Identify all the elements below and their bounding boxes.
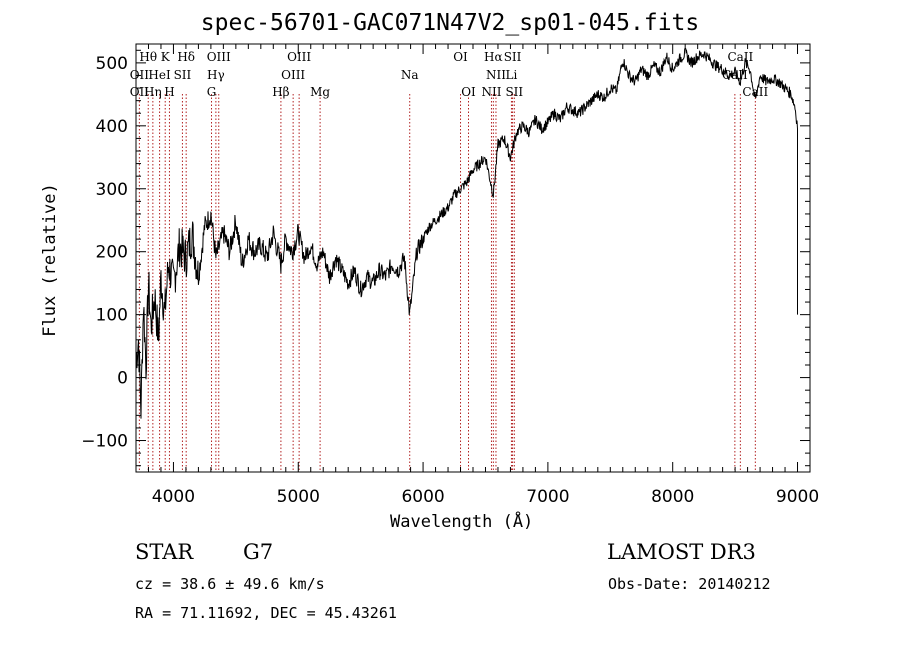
- object-subclass: G7: [243, 540, 274, 564]
- line-label: Na: [401, 68, 419, 82]
- y-tick-label: −100: [81, 432, 128, 452]
- line-label: OIII: [287, 50, 311, 64]
- y-tick-label: 0: [117, 369, 128, 389]
- x-tick-label: 6000: [401, 487, 444, 507]
- cz-value: cz = 38.6 ± 49.6 km/s: [135, 575, 325, 593]
- line-label: G: [207, 85, 217, 99]
- line-label: Hθ: [139, 50, 157, 64]
- line-label: SII: [174, 68, 192, 82]
- line-markers: [138, 94, 756, 472]
- x-tick-label: 7000: [526, 487, 569, 507]
- ra-dec: RA = 71.11692, DEC = 45.43261: [135, 604, 397, 622]
- y-tick-label: 200: [96, 243, 128, 263]
- obs-date: Obs-Date: 20140212: [608, 575, 771, 593]
- line-label: NII: [481, 85, 501, 99]
- chart-title: spec-56701-GAC071N47V2_sp01-045.fits: [200, 10, 700, 36]
- line-label: Mg: [310, 85, 330, 99]
- line-label: Hα: [484, 50, 503, 64]
- survey-name: LAMOST DR3: [607, 540, 756, 564]
- line-label: CaII: [727, 50, 753, 64]
- object-class: STAR: [135, 540, 194, 564]
- line-label: K: [161, 50, 171, 64]
- y-tick-label: 400: [96, 117, 128, 137]
- line-label: OII: [130, 68, 150, 82]
- x-tick-label: 9000: [776, 487, 819, 507]
- line-label: NII: [486, 68, 506, 82]
- line-label: Hβ: [272, 85, 289, 99]
- line-label: Li: [506, 68, 518, 82]
- line-label: Hδ: [177, 50, 195, 64]
- y-tick-label: 500: [96, 54, 128, 74]
- line-label: OIII: [207, 50, 231, 64]
- line-label: H: [164, 85, 174, 99]
- x-axis-label: Wavelength (Å): [390, 512, 534, 532]
- line-label: OI: [461, 85, 476, 99]
- axes: 4000 5000 6000 7000 8000 9000 −100 0 100 200 300 40…: [81, 43, 819, 507]
- x-tick-label: 4000: [152, 487, 195, 507]
- line-label: OII: [130, 85, 150, 99]
- x-tick-label: 5000: [277, 487, 320, 507]
- line-label: HeI: [148, 68, 171, 82]
- y-tick-label: 300: [96, 180, 128, 200]
- spectrum-line: [135, 47, 798, 419]
- y-axis-label: Flux (relative): [40, 183, 60, 337]
- line-label: OI: [453, 50, 468, 64]
- line-label: OIII: [281, 68, 305, 82]
- line-label: SII: [504, 50, 522, 64]
- x-tick-label: 8000: [651, 487, 694, 507]
- line-label: CaII: [722, 68, 748, 82]
- plot-frame: [135, 43, 811, 473]
- line-label: CaII: [742, 85, 768, 99]
- spectrum-series: [135, 47, 798, 419]
- line-label: Hη: [144, 85, 162, 99]
- y-tick-label: 100: [96, 306, 128, 326]
- line-label: SII: [505, 85, 523, 99]
- line-label: Hγ: [207, 68, 225, 82]
